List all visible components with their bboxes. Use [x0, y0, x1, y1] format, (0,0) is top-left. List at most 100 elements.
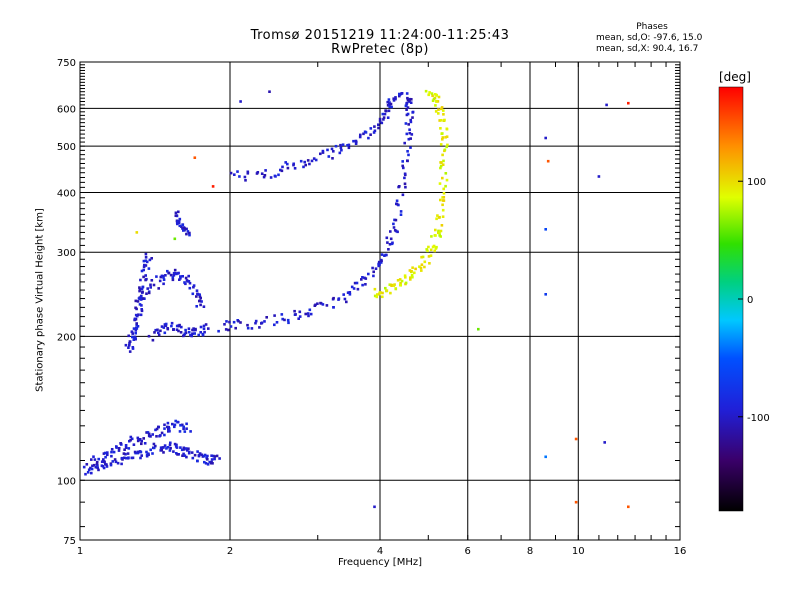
echo-point [97, 468, 100, 472]
echo-point [392, 99, 396, 102]
echo-point [434, 110, 438, 113]
echo-point [132, 443, 136, 446]
echo-point [202, 327, 206, 331]
y-tick-label: 75 [63, 536, 76, 547]
echo-point [287, 321, 290, 325]
echo-point [411, 116, 414, 119]
echo-point [160, 325, 164, 328]
echo-point [302, 165, 305, 169]
echo-point [420, 263, 424, 266]
echo-point [175, 443, 178, 447]
echo-point [379, 291, 382, 294]
echo-point [437, 229, 440, 233]
echo-point [627, 505, 630, 509]
echo-point [546, 159, 550, 163]
echo-point [157, 425, 160, 429]
echo-point [373, 129, 377, 133]
echo-point [184, 276, 188, 280]
echo-point [297, 317, 300, 320]
echo-point [149, 286, 152, 289]
echo-point [149, 283, 152, 287]
echo-point [404, 281, 408, 285]
echo-point [387, 109, 391, 113]
echo-point [309, 312, 313, 316]
echo-point [234, 326, 237, 330]
echo-point [378, 117, 382, 121]
echo-point [192, 285, 195, 289]
echo-point [414, 267, 417, 271]
x-tick-label: 1 [77, 546, 83, 557]
echo-point [187, 451, 191, 455]
echo-point [298, 315, 302, 318]
echo-point [354, 139, 358, 143]
echo-point [105, 465, 109, 468]
echo-point [408, 128, 411, 131]
echo-point [396, 230, 399, 234]
echo-point [140, 269, 144, 273]
echo-point [144, 274, 147, 277]
echo-point [437, 108, 440, 111]
echo-point [427, 93, 430, 97]
echo-point [389, 230, 392, 233]
echo-point [139, 450, 143, 454]
echo-point [198, 299, 201, 303]
echo-point [124, 446, 128, 449]
echo-point [162, 276, 165, 279]
echo-point [138, 438, 142, 441]
echo-point [168, 443, 172, 447]
echo-point [166, 327, 169, 330]
echo-point [131, 346, 135, 349]
echo-point [187, 280, 191, 283]
echo-point [95, 462, 99, 466]
echo-point [326, 148, 329, 152]
echo-point [424, 89, 428, 93]
echo-point [101, 465, 105, 468]
echo-point [410, 273, 414, 277]
echo-point [377, 264, 380, 268]
echo-point [199, 296, 202, 300]
echo-point [174, 211, 178, 215]
echo-point [144, 259, 148, 262]
echo-point [142, 275, 145, 279]
echo-point [114, 460, 118, 464]
echo-point [442, 159, 445, 163]
echo-point [383, 112, 387, 116]
echo-point [332, 306, 335, 309]
echo-point [229, 325, 233, 328]
echo-point [375, 295, 379, 299]
echo-point [128, 340, 132, 343]
echo-point [115, 446, 118, 449]
echo-point [364, 131, 368, 134]
echo-point [420, 269, 423, 272]
echo-point [163, 444, 167, 447]
echo-point [411, 266, 414, 269]
echo-point [239, 321, 242, 324]
echo-point [389, 237, 393, 241]
echo-point [154, 444, 157, 448]
echo-point [419, 266, 423, 270]
echo-point [380, 121, 384, 125]
echo-point [119, 442, 123, 445]
echo-point [136, 300, 140, 303]
echo-point [185, 427, 188, 430]
echo-point [110, 450, 113, 454]
echo-point [386, 100, 389, 104]
echo-point [177, 210, 180, 214]
echo-point [389, 102, 393, 106]
echo-point [132, 327, 136, 330]
echo-point [135, 322, 138, 325]
echo-point [164, 274, 167, 277]
echo-point [420, 255, 423, 259]
echo-point [116, 461, 120, 465]
echo-point [437, 95, 441, 99]
echo-point [184, 328, 187, 332]
echo-point [431, 99, 435, 102]
echo-point [339, 146, 343, 149]
echo-point [204, 323, 208, 326]
echo-point [134, 337, 137, 340]
echo-point [192, 327, 195, 330]
echo-point [208, 460, 211, 464]
echo-point [299, 159, 303, 163]
echo-point [439, 161, 442, 164]
echo-point [139, 313, 143, 317]
